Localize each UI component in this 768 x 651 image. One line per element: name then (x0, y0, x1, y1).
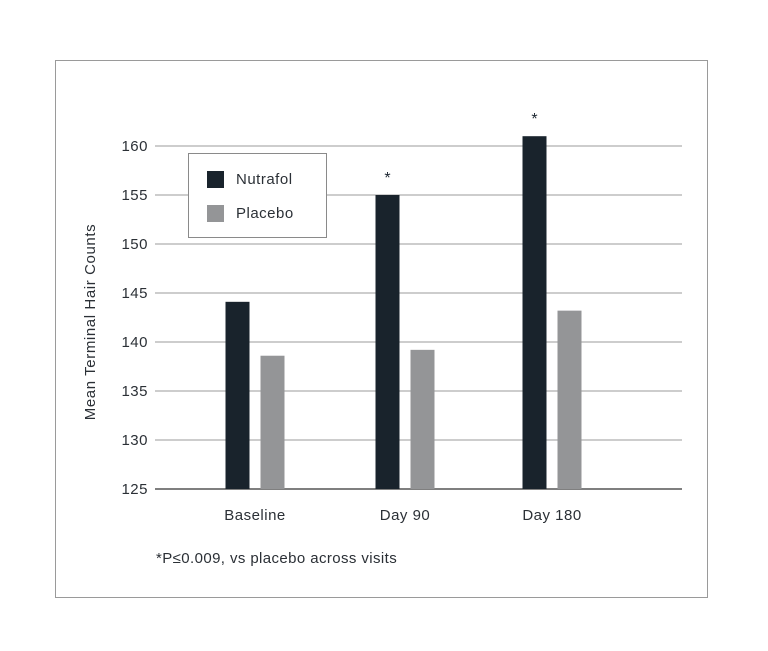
bars (225, 136, 582, 489)
bar-placebo-day-180 (557, 310, 582, 489)
y-tick-label: 135 (121, 383, 148, 400)
y-tick-label: 145 (121, 285, 148, 302)
bar-placebo-baseline (260, 355, 285, 489)
y-tick-label: 160 (121, 138, 148, 155)
bar-nutrafol-day-90 (375, 195, 400, 489)
x-axis-labels: Baseline Day 90 Day 180 (224, 507, 581, 524)
x-category-label: Day 90 (380, 507, 431, 524)
bar-placebo-day-90 (410, 349, 435, 489)
legend-label-placebo: Placebo (236, 205, 294, 222)
y-axis-ticks: 125 130 135 140 145 150 155 160 (121, 138, 148, 498)
legend-swatch-nutrafol (207, 171, 224, 188)
significance-marker: * (531, 111, 537, 128)
legend: Nutrafol Placebo (188, 153, 327, 238)
y-tick-label: 150 (121, 236, 148, 253)
footnote: *P≤0.009, vs placebo across visits (156, 550, 398, 567)
legend-label-nutrafol: Nutrafol (236, 171, 293, 188)
significance-markers: ** (384, 111, 537, 187)
y-tick-label: 155 (121, 187, 148, 204)
y-tick-label: 130 (121, 432, 148, 449)
y-axis-title: Mean Terminal Hair Counts (82, 224, 99, 420)
bar-nutrafol-day-180 (522, 136, 547, 489)
y-tick-label: 140 (121, 334, 148, 351)
bar-nutrafol-baseline (225, 301, 250, 489)
legend-item-placebo: Placebo (207, 205, 294, 222)
significance-marker: * (384, 170, 390, 187)
legend-swatch-placebo (207, 205, 224, 222)
chart-frame (55, 60, 708, 598)
x-category-label: Baseline (224, 507, 286, 524)
y-tick-label: 125 (121, 481, 148, 498)
legend-item-nutrafol: Nutrafol (207, 171, 293, 188)
x-category-label: Day 180 (522, 507, 581, 524)
